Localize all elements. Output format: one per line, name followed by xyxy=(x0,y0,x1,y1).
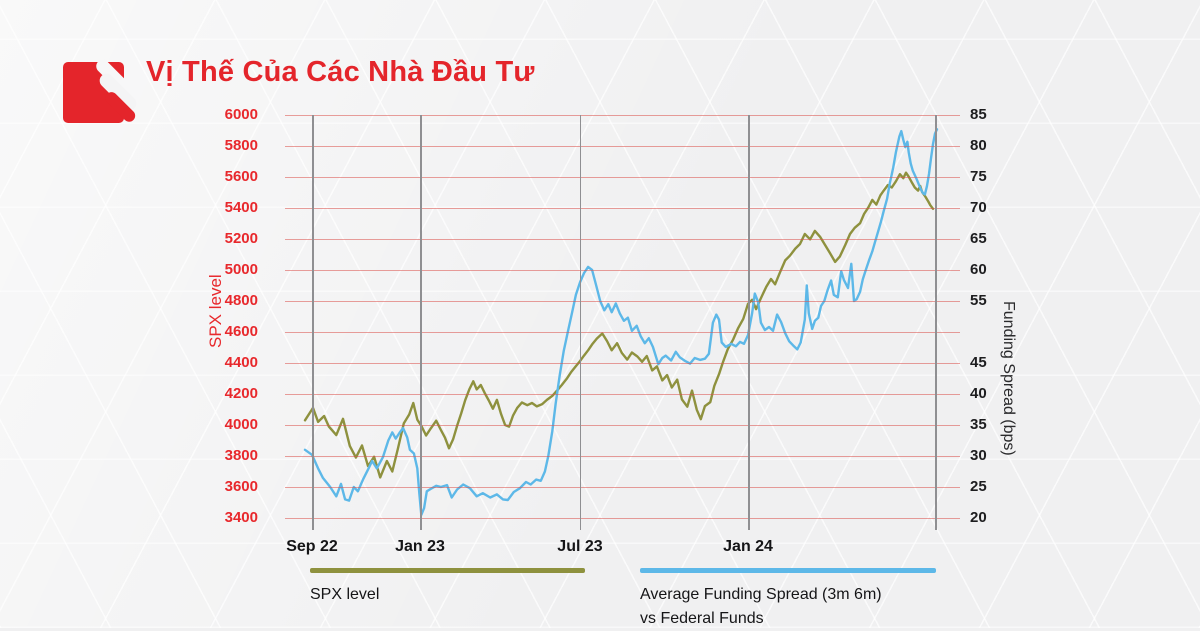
x-tick-label: Sep 22 xyxy=(286,538,338,555)
x-tick-label: Jan 23 xyxy=(395,538,445,555)
right-tick-label: 40 xyxy=(970,385,987,402)
left-tick-label: 4200 xyxy=(224,385,258,402)
h-gridline xyxy=(285,518,960,519)
h-gridline xyxy=(285,177,960,178)
left-tick-label: 5200 xyxy=(224,230,258,247)
h-gridline xyxy=(285,394,960,395)
plot-area xyxy=(285,115,960,530)
x-tick-label: Jul 23 xyxy=(557,538,603,555)
left-tick-label: 3800 xyxy=(224,447,258,464)
left-tick-label: 4800 xyxy=(224,292,258,309)
x-tick-label: Jan 24 xyxy=(723,538,773,555)
right-tick-label: 45 xyxy=(970,354,987,371)
h-gridline xyxy=(285,363,960,364)
right-axis-ticks: 85 80 75 70 65 60 55 45 40 35 30 25 20 xyxy=(970,106,1030,526)
right-tick-label: 65 xyxy=(970,230,987,247)
left-tick-label: 3400 xyxy=(224,509,258,526)
series-line-spx xyxy=(303,171,935,479)
h-gridline xyxy=(285,208,960,209)
h-gridline xyxy=(285,115,960,116)
v-gridline xyxy=(935,115,937,530)
h-gridline xyxy=(285,239,960,240)
page-title: Vị Thế Của Các Nhà Đầu Tư xyxy=(146,56,535,88)
right-tick-label: 25 xyxy=(970,478,987,495)
legend-label-line1: Average Funding Spread (3m 6m) xyxy=(640,586,882,603)
series-svg xyxy=(303,128,939,517)
h-gridline xyxy=(285,425,960,426)
x-axis-ticks: Sep 22 Jan 23 Jul 23 Jan 24 xyxy=(285,538,960,560)
right-tick-label: 80 xyxy=(970,137,987,154)
h-gridline xyxy=(285,332,960,333)
right-tick-label: 35 xyxy=(970,416,987,433)
left-tick-label: 5600 xyxy=(224,168,258,185)
legend-swatch-spx xyxy=(310,568,585,573)
left-tick-label: 6000 xyxy=(224,106,258,123)
h-gridline xyxy=(285,301,960,302)
legend-label-spx: SPX level xyxy=(310,586,380,603)
v-gridline xyxy=(312,115,314,530)
legend-swatch-funding-spread xyxy=(640,568,936,573)
right-tick-label: 30 xyxy=(970,447,987,464)
h-gridline xyxy=(285,487,960,488)
left-tick-label: 5400 xyxy=(224,199,258,216)
v-gridline xyxy=(748,115,750,530)
h-gridline xyxy=(285,146,960,147)
right-tick-label: 70 xyxy=(970,199,987,216)
h-gridline xyxy=(285,270,960,271)
right-tick-label: 55 xyxy=(970,292,987,309)
v-gridline xyxy=(420,115,422,530)
left-tick-label: 5800 xyxy=(224,137,258,154)
right-tick-label: 75 xyxy=(970,168,987,185)
legend-label-line2: vs Federal Funds xyxy=(640,610,764,627)
left-tick-label: 5000 xyxy=(224,261,258,278)
series-line-funding-spread xyxy=(303,128,939,517)
right-tick-label: 20 xyxy=(970,509,987,526)
legend-item-funding-spread: Average Funding Spread (3m 6m) vs Federa… xyxy=(640,568,936,631)
left-tick-label: 3600 xyxy=(224,478,258,495)
right-tick-label: 60 xyxy=(970,261,987,278)
legend-item-spx: SPX level xyxy=(310,568,585,607)
h-gridline xyxy=(285,456,960,457)
left-tick-label: 4600 xyxy=(224,323,258,340)
right-tick-label: 85 xyxy=(970,106,987,123)
legend-label-funding-spread: Average Funding Spread (3m 6m) vs Federa… xyxy=(640,583,936,631)
left-axis-ticks: 6000 5800 5600 5400 5200 5000 4800 4600 4400 4200… xyxy=(0,106,258,526)
left-tick-label: 4400 xyxy=(224,354,258,371)
left-tick-label: 4000 xyxy=(224,416,258,433)
v-gridline xyxy=(579,115,582,530)
brand-logo xyxy=(63,57,143,130)
